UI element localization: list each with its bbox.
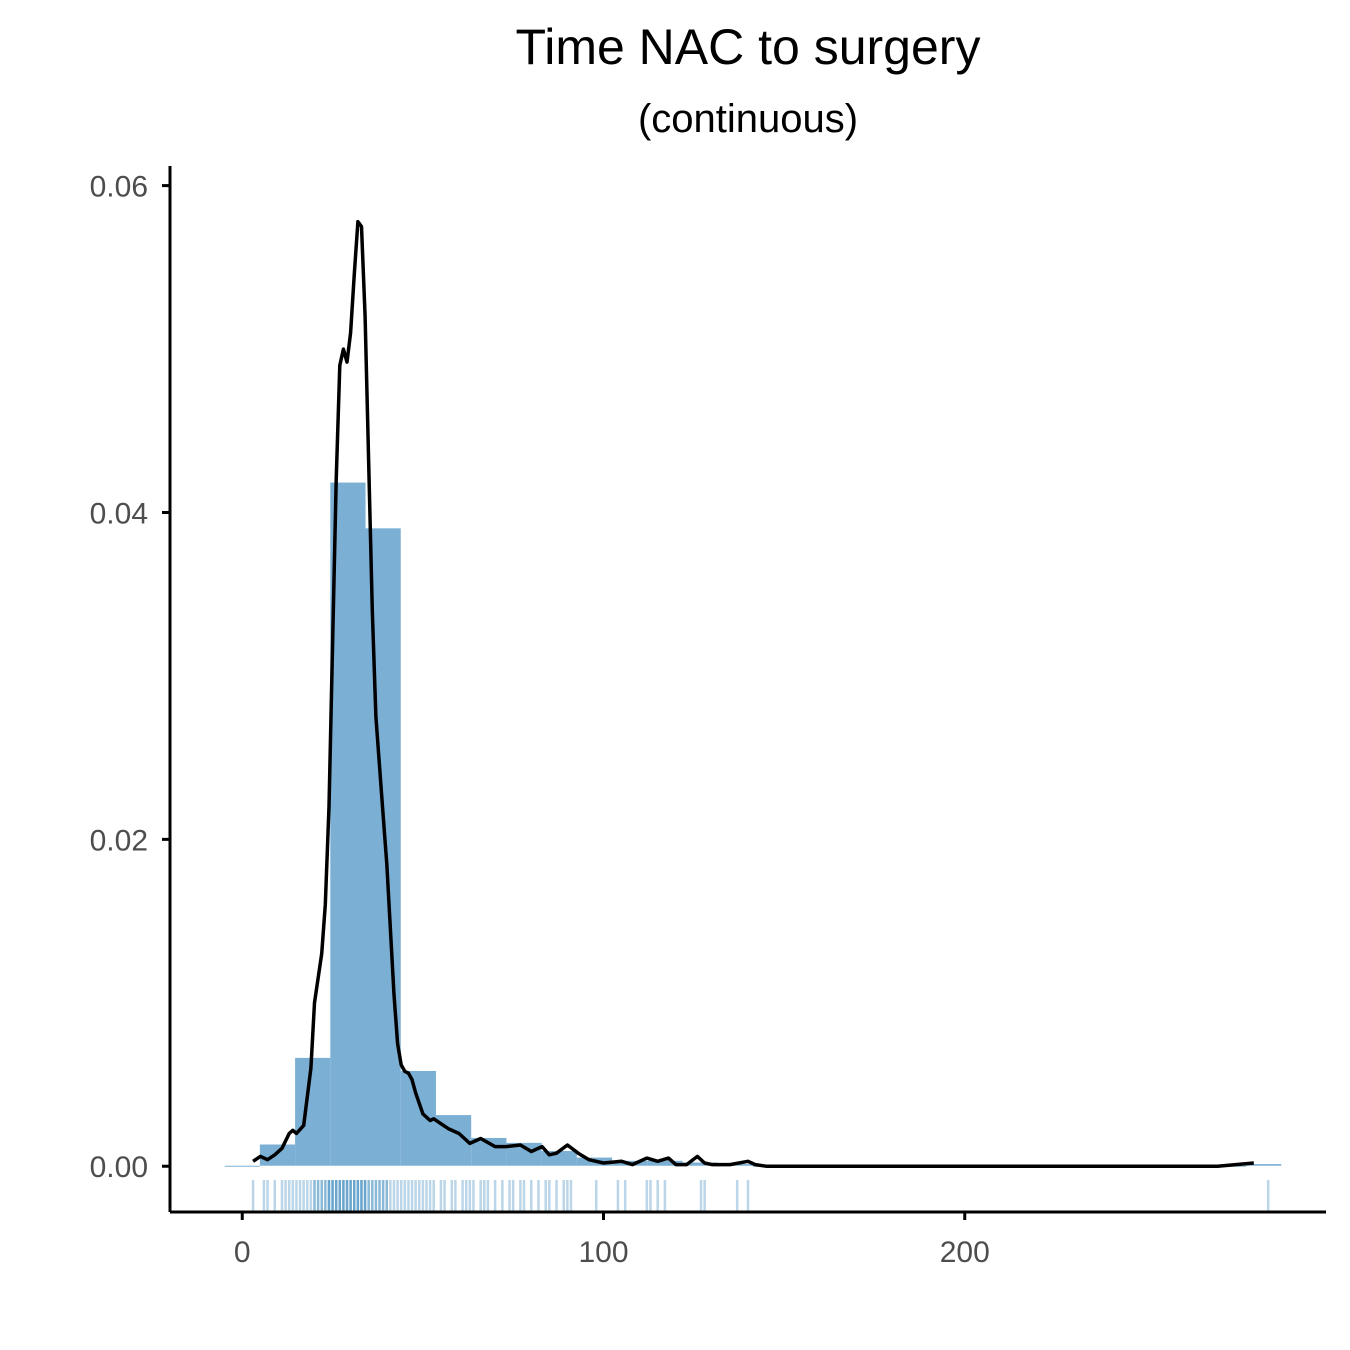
histogram-bar	[647, 1160, 683, 1166]
histogram-bar	[224, 1165, 260, 1167]
rug-marks	[251, 1180, 1270, 1212]
y-tick-label: 0.00	[90, 1151, 148, 1184]
histogram-bar	[1246, 1164, 1282, 1166]
chart-subtitle: (continuous)	[638, 97, 858, 141]
histogram-bar	[365, 528, 401, 1166]
x-axis-ticks: 0 100 200	[234, 1212, 990, 1269]
x-tick-label: 100	[578, 1236, 628, 1269]
x-tick-label: 0	[234, 1236, 251, 1269]
histogram-bar	[295, 1057, 331, 1166]
histogram-bar	[259, 1144, 296, 1166]
y-tick-label: 0.02	[90, 824, 148, 857]
histogram-bar	[506, 1142, 542, 1166]
histogram-bar	[682, 1162, 718, 1166]
y-axis-ticks: 0.00 0.02 0.04 0.06	[90, 171, 170, 1184]
chart-title: Time NAC to surgery	[516, 19, 981, 75]
density-curve	[252, 219, 1254, 1168]
x-tick-label: 200	[940, 1236, 990, 1269]
histogram-bar	[330, 482, 366, 1166]
y-tick-label: 0.06	[90, 171, 148, 204]
y-tick-label: 0.04	[90, 497, 148, 530]
